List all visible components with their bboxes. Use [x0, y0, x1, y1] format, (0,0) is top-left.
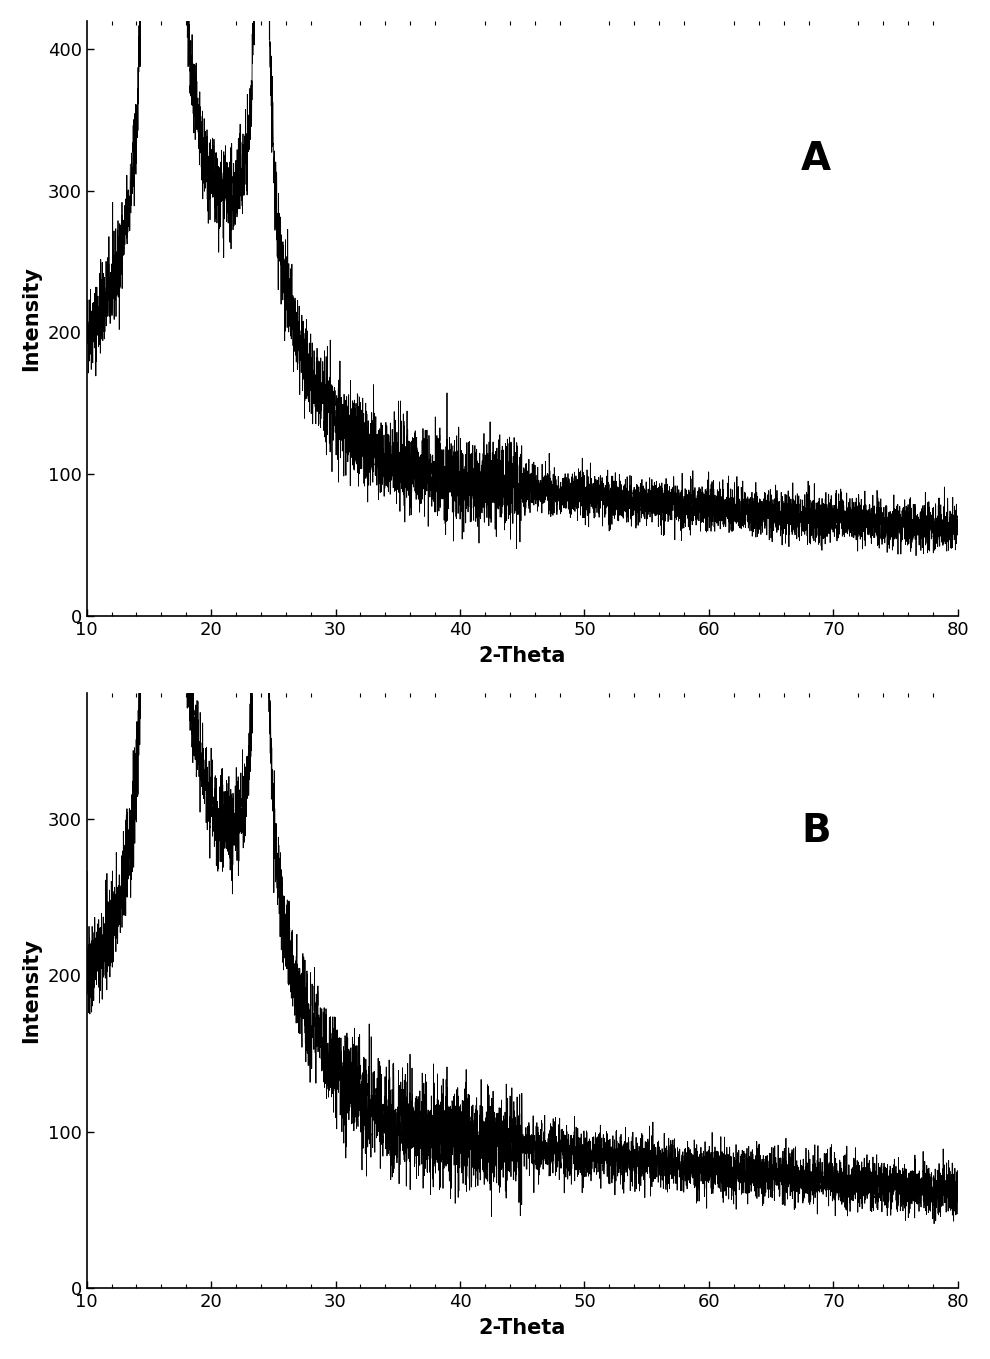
Text: B: B [801, 813, 831, 851]
Y-axis label: Intensity: Intensity [21, 266, 41, 371]
Text: A: A [801, 140, 832, 178]
Y-axis label: Intensity: Intensity [21, 939, 41, 1044]
X-axis label: 2-Theta: 2-Theta [478, 646, 566, 666]
X-axis label: 2-Theta: 2-Theta [478, 1318, 566, 1339]
